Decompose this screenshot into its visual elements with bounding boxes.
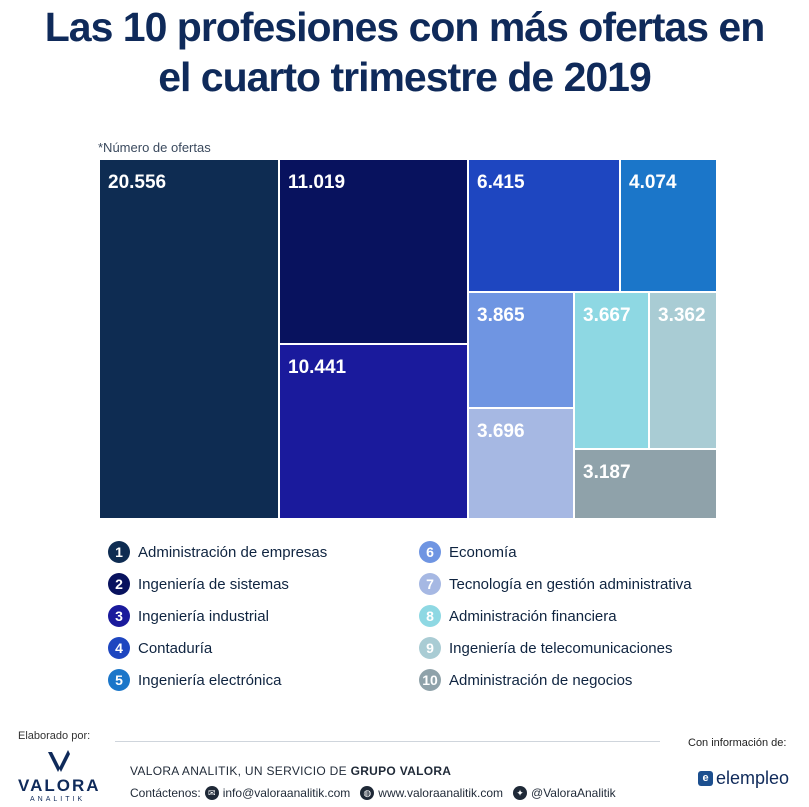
twitter-icon: ✦ — [513, 786, 528, 800]
globe-icon: ◍ — [360, 786, 375, 800]
legend-item-2: 2 Ingeniería de sistemas — [108, 572, 289, 596]
contact-twitter[interactable]: @ValoraAnalitik — [531, 786, 616, 800]
treemap-cell-6 — [469, 293, 573, 407]
treemap-cell-7 — [469, 409, 573, 518]
treemap-chart: 20.556 11.019 10.441 6.415 4.074 3.865 3.696 3.… — [100, 160, 716, 518]
title-line-2: el cuarto trimestre de 2019 — [158, 54, 652, 100]
treemap-cell-3 — [280, 345, 467, 518]
treemap-value-label-10: 3.187 — [583, 462, 631, 483]
legend-label: Ingeniería industrial — [138, 607, 269, 625]
legend-item-5: 5 Ingeniería electrónica — [108, 668, 281, 692]
legend-label: Administración de empresas — [138, 543, 328, 561]
chart-legend: 1 Administración de empresas 2 Ingeniería d… — [0, 540, 809, 700]
footer-credit: VALORA ANALITIK, UN SERVICIO DE GRUPO VA… — [130, 764, 451, 778]
legend-item-6: 6 Economía — [419, 540, 517, 564]
elempleo-logo-text: elempleo — [716, 768, 790, 788]
legend-item-9: 9 Ingeniería de telecomunicaciones — [419, 636, 672, 660]
legend-label: Ingeniería de telecomunicaciones — [449, 639, 673, 657]
legend-rank-badge: 2 — [108, 573, 130, 595]
legend-label: Contaduría — [138, 639, 213, 657]
legend-item-7: 7 Tecnología en gestión administrativa — [419, 572, 692, 596]
legend-rank-badge: 7 — [419, 573, 441, 595]
footer-contact: Contáctenos: ✉ info@valoraanalitik.com ◍… — [130, 786, 616, 800]
legend-rank-badge: 8 — [419, 605, 441, 627]
title-line-1: Las 10 profesiones con más ofertas en — [44, 4, 766, 50]
treemap-value-label-1: 20.556 — [108, 172, 166, 193]
legend-rank-badge: 3 — [108, 605, 130, 627]
footer-credit-bold: GRUPO VALORA — [350, 764, 452, 778]
treemap-value-label-8: 3.667 — [583, 305, 631, 326]
legend-item-1: 1 Administración de empresas — [108, 540, 327, 564]
legend-rank-badge: 4 — [108, 637, 130, 659]
treemap-cell-8 — [575, 293, 648, 448]
valora-logo-text: VALORA — [18, 776, 101, 795]
valora-logo-subtext: ANALITIK — [30, 796, 86, 803]
footer-credit-prefix: VALORA ANALITIK, UN SERVICIO DE — [130, 764, 351, 778]
page-title: Las 10 profesiones con más ofertas en el… — [0, 2, 809, 102]
legend-label: Tecnología en gestión administrativa — [449, 575, 692, 593]
legend-item-4: 4 Contaduría — [108, 636, 212, 660]
contact-email[interactable]: info@valoraanalitik.com — [222, 786, 351, 800]
legend-rank-badge: 9 — [419, 637, 441, 659]
source-label: Con información de: — [688, 737, 787, 749]
elempleo-logo-icon: e — [698, 771, 713, 786]
contact-label: Contáctenos: — [130, 786, 201, 800]
email-icon: ✉ — [204, 786, 219, 800]
treemap-value-label-6: 3.865 — [477, 305, 525, 326]
contact-website[interactable]: www.valoraanalitik.com — [378, 786, 504, 800]
treemap-value-label-4: 6.415 — [477, 172, 525, 193]
treemap-value-label-9: 3.362 — [658, 305, 706, 326]
treemap-value-label-7: 3.696 — [477, 421, 525, 442]
elempleo-logo: e elempleo — [698, 768, 789, 789]
footer-divider — [115, 741, 660, 742]
legend-rank-badge: 6 — [419, 541, 441, 563]
legend-item-10: 10 Administración de negocios — [419, 668, 632, 692]
valora-logo-icon — [48, 750, 70, 772]
legend-item-8: 8 Administración financiera — [419, 604, 617, 628]
treemap-cell-5 — [621, 160, 716, 291]
legend-rank-badge: 10 — [419, 669, 441, 691]
treemap-cell-4 — [469, 160, 619, 291]
legend-label: Administración de negocios — [449, 671, 633, 689]
treemap-cell-1 — [100, 160, 278, 518]
treemap-cell-2 — [280, 160, 467, 343]
treemap-value-label-2: 11.019 — [288, 172, 345, 193]
legend-item-3: 3 Ingeniería industrial — [108, 604, 269, 628]
legend-label: Administración financiera — [449, 607, 617, 625]
treemap-cell-10 — [575, 450, 716, 518]
treemap-cell-9 — [650, 293, 716, 448]
legend-rank-badge: 1 — [108, 541, 130, 563]
legend-label: Economía — [449, 543, 517, 561]
made-by-label: Elaborado por: — [18, 730, 91, 742]
legend-rank-badge: 5 — [108, 669, 130, 691]
legend-label: Ingeniería electrónica — [138, 671, 282, 689]
chart-subtitle: *Número de ofertas — [98, 140, 211, 155]
treemap-value-label-5: 4.074 — [629, 172, 677, 193]
treemap-value-label-3: 10.441 — [288, 357, 347, 378]
legend-label: Ingeniería de sistemas — [138, 575, 289, 593]
